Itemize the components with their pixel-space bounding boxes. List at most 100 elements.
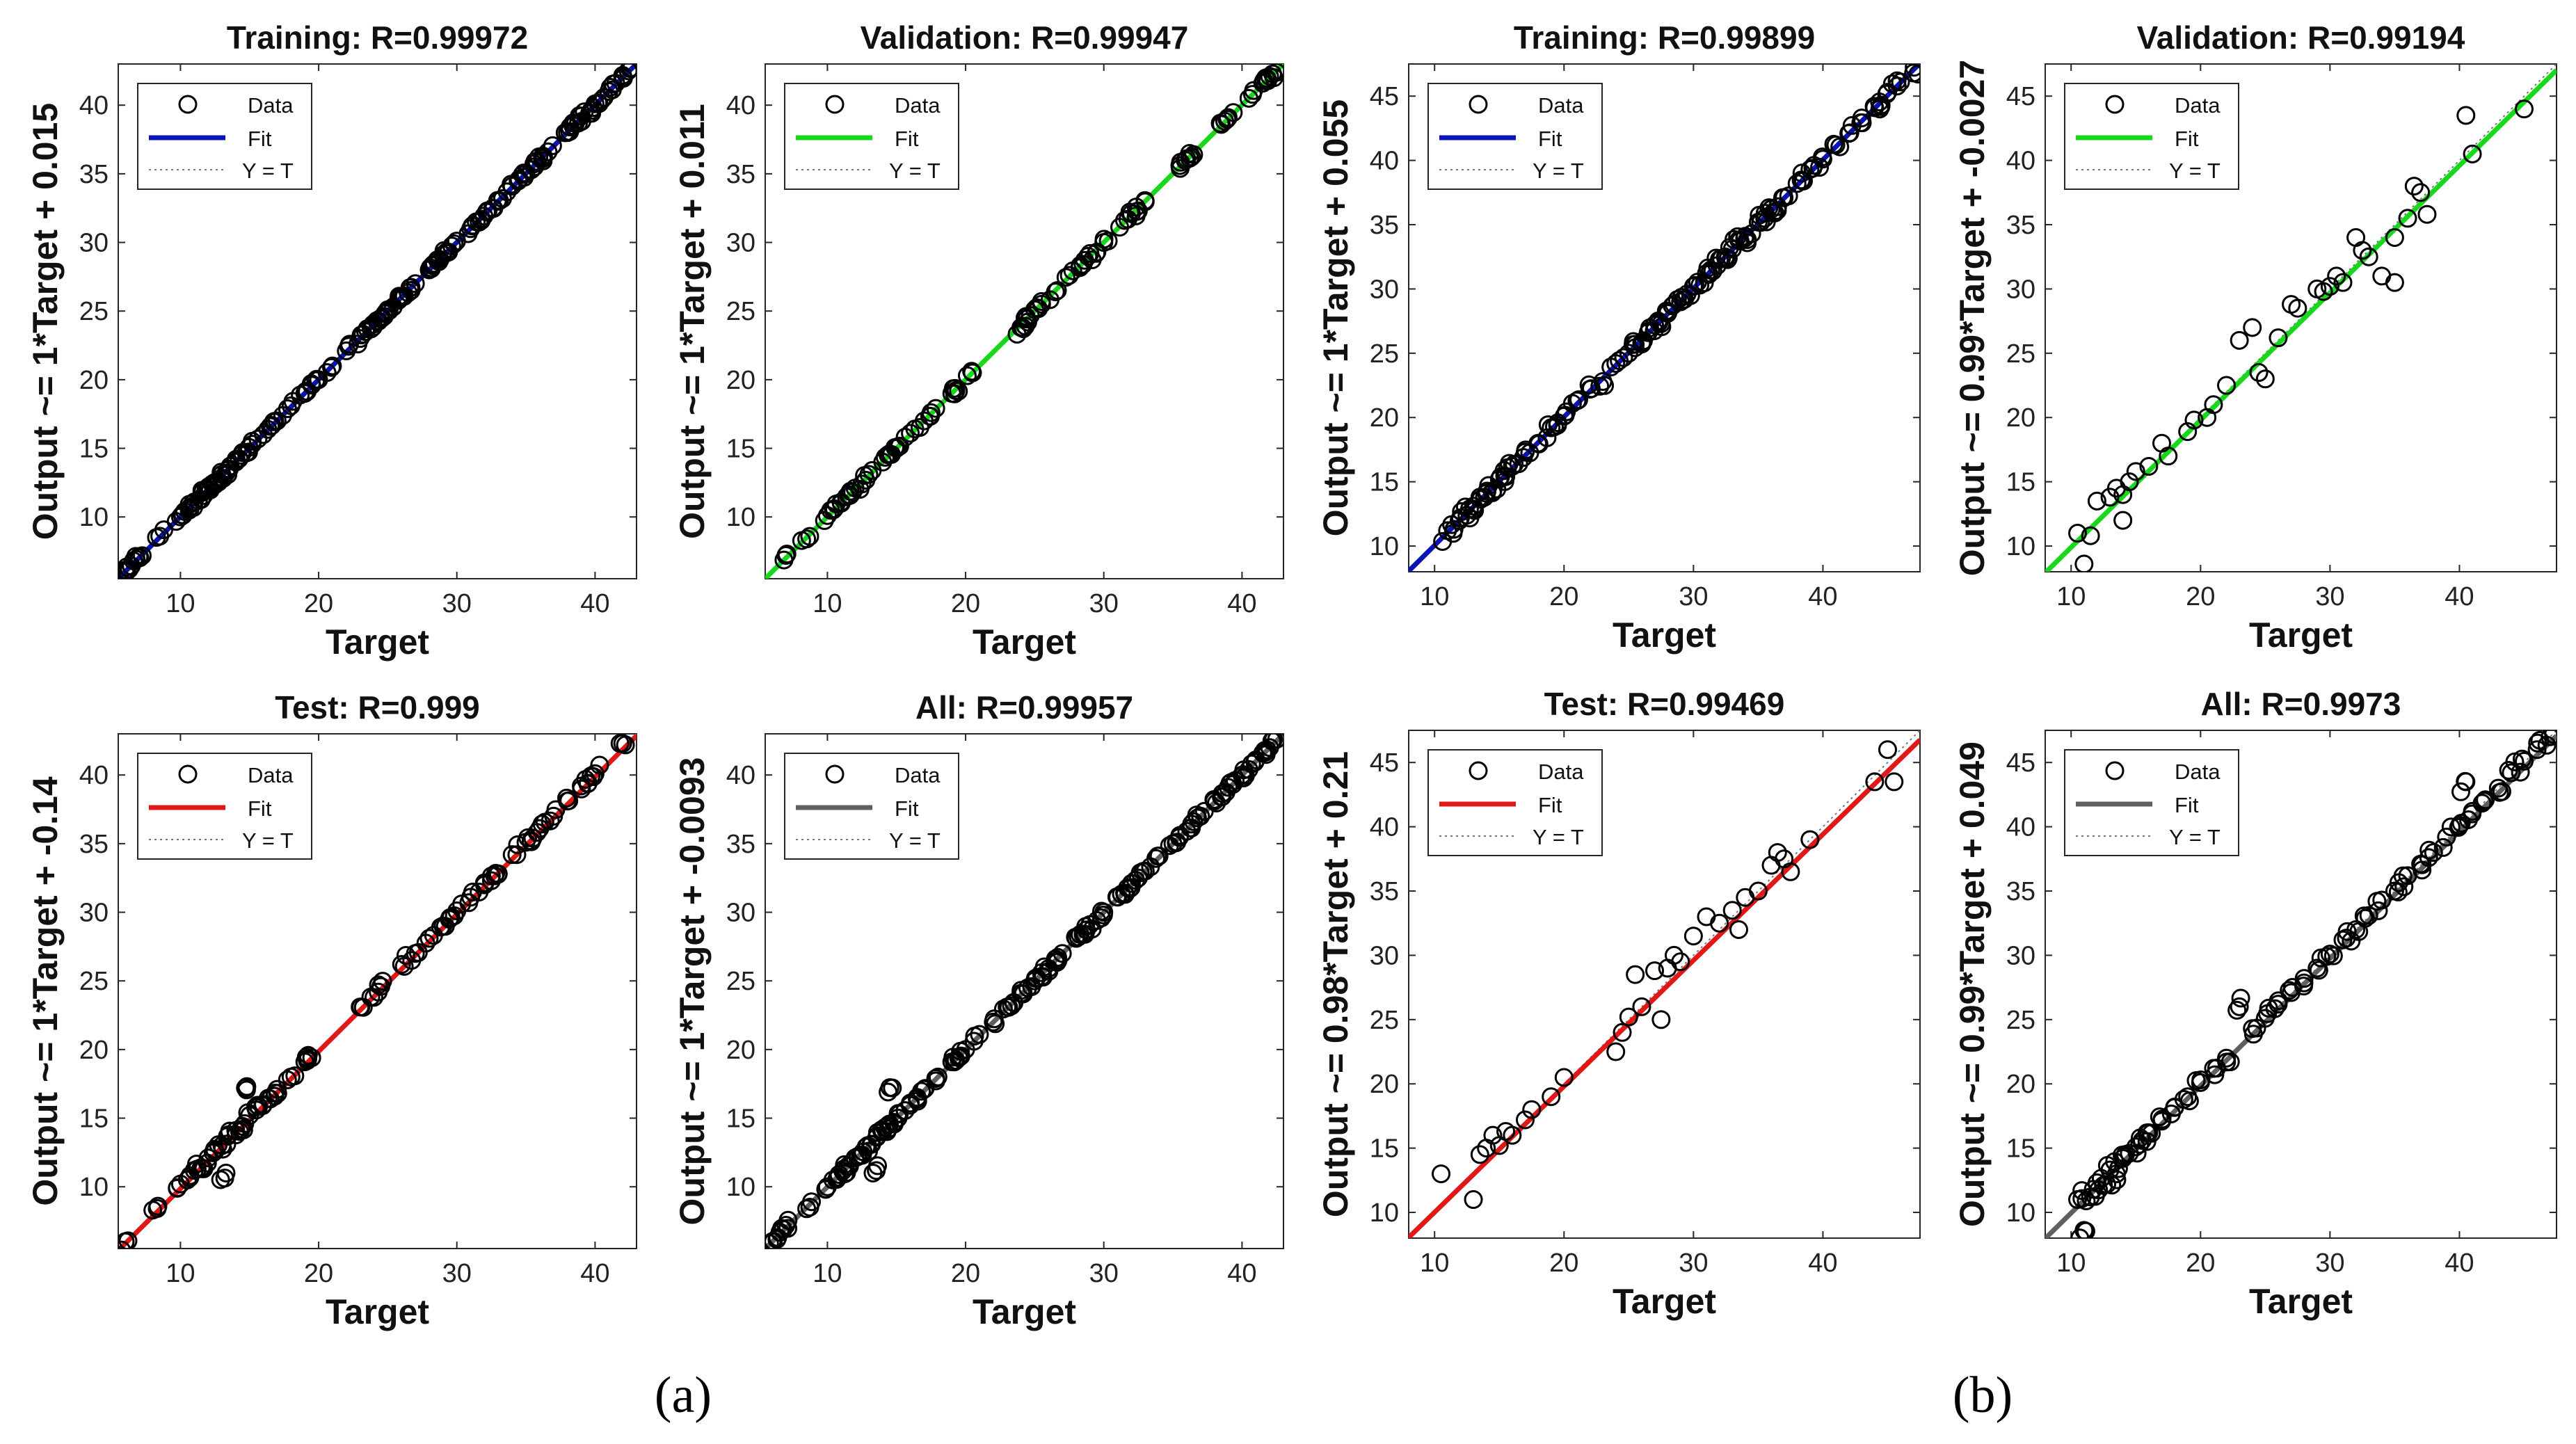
data-point	[2107, 1170, 2127, 1189]
data-point	[533, 146, 552, 166]
y-tick-label: 35	[2006, 877, 2035, 906]
data-point	[888, 437, 908, 456]
legend-label: Y = T	[2169, 159, 2221, 183]
data-point	[1813, 147, 1832, 167]
x-tick-label: 10	[813, 589, 842, 618]
data-point	[589, 94, 609, 113]
data-point	[926, 1068, 945, 1088]
data-point	[1664, 945, 1683, 965]
legend: Data Fit Y = T	[137, 83, 312, 190]
legend-data-marker	[178, 764, 198, 784]
data-point	[1722, 901, 1742, 920]
data-point	[1264, 734, 1283, 749]
data-point	[1579, 375, 1599, 394]
data-point	[1219, 108, 1238, 127]
data-point	[1887, 71, 1907, 90]
legend-label: Data	[2175, 760, 2221, 784]
data-point	[895, 428, 915, 447]
data-point	[2417, 204, 2437, 224]
data-point	[2419, 848, 2438, 867]
data-point	[2320, 277, 2339, 296]
data-point	[910, 417, 929, 437]
data-points	[118, 734, 635, 1249]
y-tick-label: 20	[2006, 403, 2035, 433]
data-point	[2309, 961, 2328, 980]
data-points	[1433, 64, 1920, 551]
data-point	[463, 216, 482, 236]
x-tick-label: 30	[2315, 1249, 2344, 1278]
data-point	[2511, 762, 2530, 782]
x-tick-label: 40	[2445, 1249, 2474, 1278]
chart-title: All: R=0.99957	[915, 689, 1133, 725]
x-axis-label: Target	[2249, 1282, 2353, 1321]
x-tick-label: 40	[1227, 589, 1256, 618]
data-point	[2353, 241, 2372, 260]
legend-data-marker	[1469, 95, 1488, 114]
data-point	[2150, 1107, 2169, 1127]
legend-label: Y = T	[889, 159, 941, 183]
data-point	[1224, 103, 1243, 122]
data-point	[901, 424, 920, 443]
data-point	[1718, 248, 1738, 268]
data-point	[951, 1046, 970, 1066]
data-point	[778, 1219, 798, 1238]
x-tick-label: 20	[951, 1259, 980, 1288]
panel-label-b: (b)	[1953, 1367, 2013, 1424]
data-point	[1082, 920, 1102, 939]
data-point	[2514, 751, 2534, 771]
y-tick-label: 40	[726, 761, 755, 790]
legend-label: Y = T	[1533, 825, 1584, 849]
y-axis-label: Output ~= 1*Target + -0.14	[26, 776, 65, 1206]
data-point	[2120, 472, 2139, 492]
y-tick-label: 25	[726, 297, 755, 326]
y-tick-label: 30	[1370, 941, 1399, 970]
data-point	[1515, 1110, 1535, 1130]
y-tick-label: 10	[2006, 1198, 2035, 1228]
data-point	[2327, 266, 2346, 286]
data-point	[2514, 99, 2534, 119]
data-point	[1217, 109, 1237, 129]
y-tick-label: 40	[2006, 147, 2035, 176]
charts-root: Training: R=0.99972 10 20 30 40 10 15 20 25 30 35 4…	[26, 19, 2557, 1331]
y-tick-label: 15	[79, 435, 109, 464]
data-point	[1258, 740, 1277, 760]
data-point	[1683, 926, 1703, 946]
chart-title: Training: R=0.99972	[227, 19, 528, 56]
data-point	[2089, 1180, 2109, 1200]
y-tick-label: 40	[1370, 813, 1399, 842]
y-tick-label: 25	[1370, 1006, 1399, 1035]
data-point	[1522, 1100, 1542, 1119]
data-point	[396, 945, 415, 965]
data-point	[962, 362, 982, 381]
data-point	[1470, 1145, 1489, 1164]
data-point	[837, 1163, 856, 1182]
x-tick-label: 20	[304, 589, 333, 618]
data-point	[2115, 1147, 2134, 1166]
legend-label: Fit	[895, 796, 919, 821]
data-point	[620, 64, 637, 78]
data-point	[2139, 456, 2159, 476]
y-tick-label: 10	[1370, 532, 1399, 561]
data-point	[2314, 282, 2333, 301]
data-point	[949, 381, 968, 401]
chart-panel-6: Validation: R=0.99194 10 20 30 40 10 15 20 25 30 3…	[1953, 19, 2557, 655]
data-point	[777, 545, 797, 564]
legend-data-marker	[2105, 95, 2125, 114]
data-point	[2369, 901, 2388, 920]
y-tick-label: 45	[1370, 82, 1399, 111]
data-point	[1768, 843, 1787, 863]
data-point	[2441, 817, 2461, 837]
data-point	[2502, 763, 2521, 783]
data-point	[2294, 977, 2314, 996]
y-tick-label: 20	[2006, 1070, 2035, 1099]
data-point	[1032, 291, 1051, 311]
legend: Data Fit Y = T	[2064, 749, 2239, 856]
y-tick-label: 15	[1370, 1134, 1399, 1164]
data-point	[1191, 806, 1210, 826]
y-tick-label: 10	[726, 503, 755, 532]
data-point	[2227, 1000, 2247, 1020]
data-point	[2527, 740, 2547, 760]
legend-label: Y = T	[1533, 159, 1584, 183]
x-tick-label: 40	[580, 589, 609, 618]
y-tick-label: 30	[79, 899, 109, 928]
